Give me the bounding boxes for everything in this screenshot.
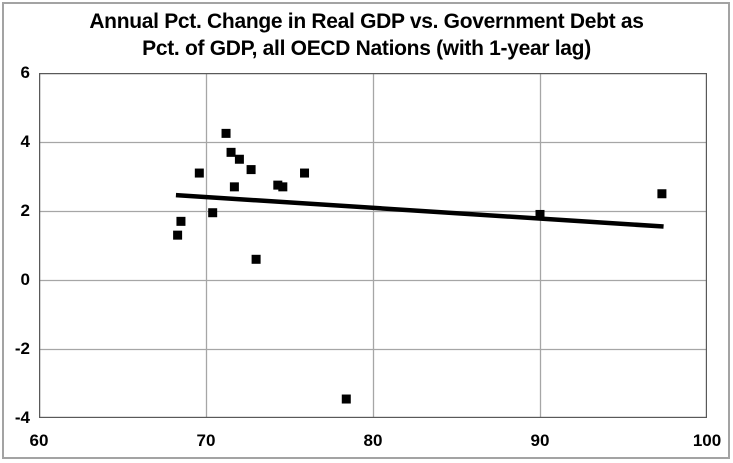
chart-title-line1: Annual Pct. Change in Real GDP vs. Gover…	[89, 10, 644, 33]
data-point	[221, 128, 231, 138]
y-tick-label: -2	[14, 339, 30, 358]
trendline	[175, 192, 664, 229]
x-tick-label: 90	[530, 431, 550, 450]
y-tick-label: 4	[20, 132, 30, 151]
data-point	[176, 216, 186, 226]
chart-title-line2: Pct. of GDP, all OECD Nations (with 1-ye…	[142, 37, 591, 60]
data-point	[300, 168, 310, 178]
data-point	[208, 208, 218, 218]
x-tick-label: 60	[29, 431, 49, 450]
plot-border	[39, 73, 707, 418]
x-tick-label: 100	[692, 431, 722, 450]
y-tick-label: 0	[20, 270, 30, 289]
data-point	[226, 147, 236, 157]
x-tick-label: 70	[196, 431, 216, 450]
data-point	[341, 394, 351, 404]
data-point	[273, 180, 283, 190]
data-point	[229, 182, 239, 192]
y-tick-label: 2	[20, 201, 30, 220]
data-point	[278, 182, 288, 192]
data-point	[657, 189, 667, 199]
data-point	[173, 230, 183, 240]
y-tick-label: -4	[14, 408, 30, 427]
data-point	[251, 254, 261, 264]
data-point	[535, 209, 545, 219]
data-point	[246, 165, 256, 175]
data-point	[234, 154, 244, 164]
scatter-plot-area	[39, 73, 707, 418]
x-tick-label: 80	[363, 431, 383, 450]
data-point	[194, 168, 204, 178]
chart-title: Annual Pct. Change in Real GDP vs. Gover…	[0, 8, 733, 62]
y-tick-label: 6	[20, 63, 30, 82]
